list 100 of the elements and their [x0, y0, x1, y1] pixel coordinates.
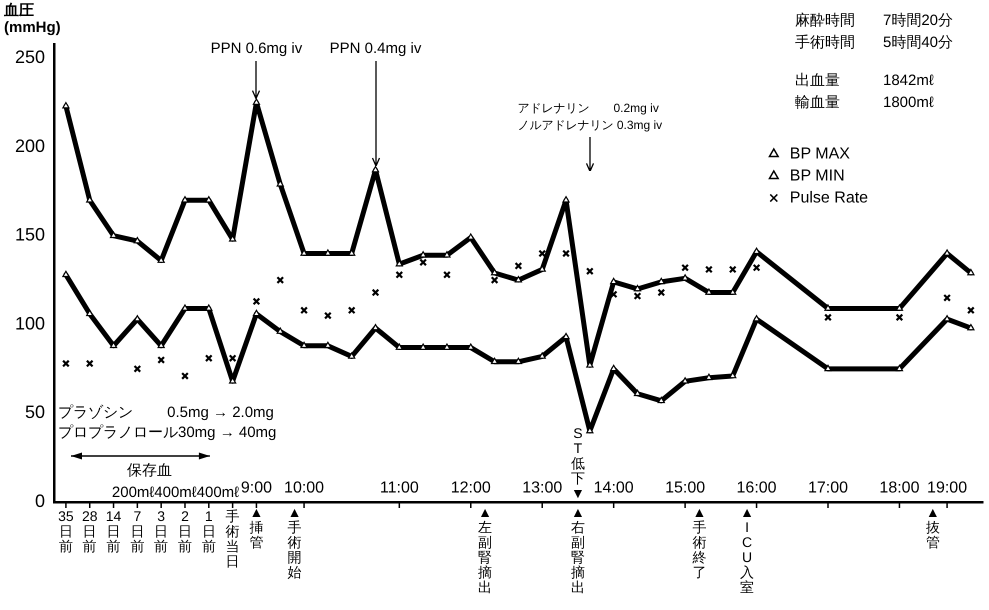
- point: [752, 264, 760, 272]
- point: [490, 276, 499, 284]
- point: [86, 360, 94, 368]
- point: [562, 196, 570, 203]
- point: [348, 306, 356, 314]
- point: [658, 396, 665, 404]
- text: 出血量 1842mℓ: [795, 72, 934, 89]
- x-tick-label: 16:00: [736, 479, 777, 496]
- x-tick-label: 10:00: [284, 479, 324, 496]
- point: [372, 166, 380, 172]
- y-tick-label: 50: [24, 402, 45, 422]
- point: [348, 352, 356, 359]
- x-tick-label: 2日前: [178, 508, 192, 554]
- text: ▲手術終了: [692, 504, 706, 580]
- point: [300, 342, 308, 348]
- point: [300, 306, 308, 314]
- y-tick-label: 150: [14, 224, 45, 245]
- point: [704, 266, 713, 274]
- point: [133, 364, 142, 373]
- point: [514, 262, 522, 270]
- point: [896, 364, 904, 372]
- text: ▲右副腎摘出: [570, 504, 585, 595]
- y-tick-label: 200: [14, 136, 45, 156]
- point: [443, 251, 451, 258]
- point: [324, 312, 332, 320]
- point: [228, 354, 237, 362]
- point: [372, 288, 380, 296]
- point: [205, 196, 212, 203]
- point: [252, 297, 260, 306]
- x-tick-label: 17:00: [808, 479, 848, 496]
- x-tick-label: 11:00: [380, 479, 419, 496]
- point: [586, 267, 594, 276]
- x-tick-label: 14:00: [594, 479, 634, 496]
- point: [514, 358, 522, 364]
- point: [395, 270, 404, 279]
- annotation: PPN 0.4mg iv: [330, 40, 422, 58]
- point: [181, 372, 189, 380]
- point: [538, 250, 546, 258]
- annotation: プロプラノロール30mg → 40mg: [58, 424, 276, 442]
- x-tick-label: 3日前: [154, 508, 168, 554]
- text: ▲ICU入室: [740, 504, 754, 595]
- point: [943, 294, 952, 302]
- legend-label: BP MAX: [790, 145, 850, 162]
- point: [514, 276, 522, 282]
- point: [62, 102, 70, 108]
- x-tick-label: 9:00: [240, 479, 272, 496]
- x-tick-label: 28日前: [82, 508, 98, 554]
- point: [967, 324, 975, 330]
- text: ▲抜管: [926, 504, 940, 550]
- y-tick-label: 100: [14, 313, 45, 334]
- point: [62, 360, 70, 368]
- x-tick-label: 19:00: [927, 479, 968, 496]
- y-axis-title: 血圧 (mmHg): [4, 2, 61, 36]
- x-tick-label: 14日前: [106, 508, 122, 554]
- y-tick-label: 250: [14, 47, 45, 68]
- legend-label: Pulse Rate: [790, 189, 868, 206]
- text: 手術時間 5時間40分: [795, 34, 954, 51]
- point: [966, 306, 975, 314]
- x-tick-label: 7日前: [130, 508, 144, 554]
- point: [157, 356, 166, 364]
- point: [110, 342, 118, 348]
- annotation: ST低下▼: [570, 425, 585, 501]
- text: 輸血量 1800mℓ: [795, 94, 934, 111]
- point: [562, 250, 570, 258]
- point: [276, 276, 284, 284]
- legend-label: BP MIN: [790, 167, 845, 184]
- x-tick-label: 1日前: [202, 508, 216, 554]
- text: ▲挿管: [249, 504, 264, 550]
- x-tick-label: 35日前: [58, 508, 74, 554]
- point: [824, 313, 832, 322]
- text: ▲手術開始: [288, 504, 302, 580]
- point: [204, 354, 213, 362]
- point: [62, 270, 70, 278]
- point: [181, 196, 189, 203]
- x-tick-label: 13:00: [522, 479, 562, 496]
- point: [896, 313, 904, 322]
- point: [657, 288, 666, 296]
- point: [681, 264, 690, 272]
- text: 麻酔時間 7時間20分: [795, 12, 954, 29]
- point: [634, 292, 642, 300]
- point: [728, 266, 737, 274]
- annotation: プラゾシン 0.5mg → 2.0mg: [58, 404, 274, 422]
- point: [86, 310, 94, 316]
- annotation: 保存血: [126, 462, 172, 480]
- point: [967, 268, 975, 276]
- y-tick-label: 0: [34, 490, 45, 511]
- point: [419, 258, 428, 266]
- annotation: PPN 0.6mg iv: [210, 40, 302, 58]
- point: [824, 364, 832, 372]
- point: [158, 342, 165, 348]
- point: [490, 358, 498, 364]
- x-tick-label: 15:00: [665, 479, 706, 496]
- text: ▲左副腎摘出: [478, 504, 492, 595]
- annotation: アドレナリン 0.2mg iv ノルアドレナリン 0.3mg iv: [518, 100, 662, 134]
- point: [252, 98, 260, 105]
- x-tick-label: 12:00: [450, 479, 491, 496]
- point: [443, 270, 451, 279]
- annotation: 200mℓ400mℓ400mℓ: [112, 484, 240, 502]
- point: [634, 284, 642, 292]
- x-tick-label: 18:00: [879, 479, 920, 496]
